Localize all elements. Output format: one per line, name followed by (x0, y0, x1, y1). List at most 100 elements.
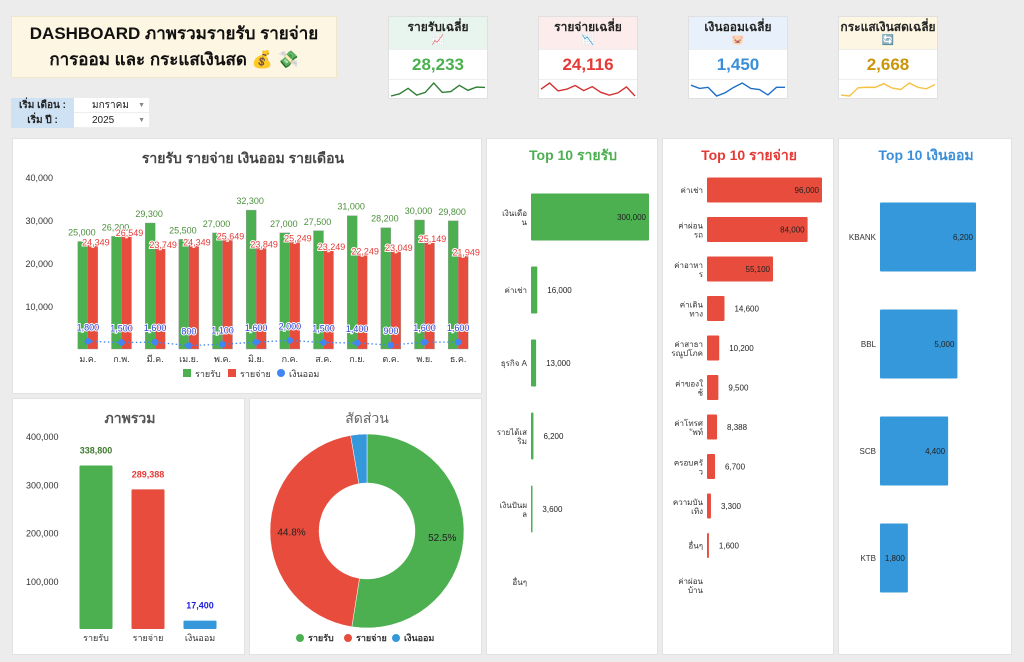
top10-bar (531, 266, 538, 314)
sparkline (840, 82, 936, 97)
expense-data-label: 23,249 (318, 242, 346, 252)
filter-start-month: เริ่ม เดือน : มกราคม ▼ (11, 98, 149, 113)
expense-data-label: 23,749 (149, 240, 177, 250)
x-tick-label: ส.ค. (315, 354, 332, 364)
month-value: มกราคม (92, 100, 129, 111)
category-label: ช้ (698, 389, 704, 398)
top10-bar (707, 256, 774, 282)
sparkline-line (690, 82, 785, 97)
top10-data-label: 13,000 (546, 359, 571, 368)
top-savings-chart: Top 10 เงินออม KBANK 6,200 BBL 5,000 SCB 4,40… (849, 147, 976, 593)
chart-title: Top 10 รายจ่าย (701, 147, 797, 163)
legend-label: รายรับ (195, 369, 221, 379)
savings-data-label: 1,600 (413, 323, 436, 333)
x-tick-label: รายจ่าย (133, 633, 164, 643)
top10-data-label: 96,000 (795, 186, 820, 195)
expense-data-label: 23,849 (250, 239, 278, 249)
top10-data-label: 84,000 (780, 226, 805, 235)
expense-bar (356, 253, 368, 350)
kpi-avg-income: รายรับเฉลี่ย 📈 28,233 (388, 16, 488, 99)
sparkline-line (390, 81, 486, 97)
top10-bar (707, 454, 716, 479)
category-label: อื่นๆ (512, 576, 527, 587)
income-data-label: 29,300 (135, 209, 163, 219)
category-label: KBANK (849, 233, 877, 242)
category-label: ัพท์ (689, 427, 703, 437)
overview-data-label: 289,388 (132, 469, 165, 479)
chart-down-icon: 📉 (581, 35, 595, 46)
chart-title: รายรับ รายจ่าย เงินออม รายเดือน (142, 150, 345, 166)
category-label: KTB (860, 554, 876, 563)
kpi-head: รายรับเฉลี่ย 📈 (389, 17, 487, 50)
top-income-panel: Top 10 รายรับ เงินเดือน 300,000 ค่าเช่า 16,… (486, 138, 658, 655)
expense-bar (424, 240, 435, 350)
chevron-down-icon[interactable]: ▼ (138, 117, 145, 124)
expense-data-label: 26,549 (116, 228, 144, 238)
income-bar (279, 232, 291, 350)
top-income-chart: Top 10 รายรับ เงินเดือน 300,000 ค่าเช่า 16,… (497, 147, 649, 587)
savings-point (353, 339, 361, 347)
x-tick-label: รายรับ (83, 633, 109, 643)
overview-bar (183, 620, 217, 629)
expense-bar (323, 248, 334, 350)
kpi-title: รายจ่ายเฉลี่ย (554, 20, 622, 34)
sparkline-line (840, 82, 936, 97)
expense-bar (222, 238, 233, 350)
income-data-label: 26,200 (102, 222, 130, 232)
kpi-avg-savings: เงินออมเฉลี่ย 🐷 1,450 (688, 16, 788, 99)
category-label: ค่าผ่อน (678, 222, 703, 231)
top10-bar (531, 485, 533, 533)
year-dropdown[interactable]: 2025 ▼ (74, 113, 149, 128)
chart-title: ภาพรวม (105, 410, 156, 426)
savings-point (151, 338, 159, 346)
top10-data-label: 3,600 (542, 505, 563, 514)
top-expense-chart: Top 10 รายจ่าย ค่าเช่า 96,000ค่าผ่อนรถ84,… (671, 147, 822, 595)
top10-bar (707, 375, 719, 400)
expense-data-label: 24,349 (183, 237, 211, 247)
x-tick-label: พ.ค. (214, 354, 231, 364)
x-tick-label: มี.ค. (147, 354, 164, 364)
category-label: เทิง (691, 507, 703, 516)
savings-data-label: 1,600 (447, 323, 470, 333)
expense-bar (87, 244, 99, 350)
category-label: รายได้เส (497, 428, 527, 437)
savings-data-label: 900 (383, 326, 398, 336)
y-tick-label: 400,000 (26, 432, 59, 442)
category-label: อื่นๆ (688, 540, 703, 551)
category-label: น (522, 218, 528, 227)
y-tick-label: 10,000 (25, 302, 53, 312)
top10-bar (531, 193, 649, 241)
category-label: ทาง (689, 310, 703, 319)
top10-bar (707, 493, 711, 519)
month-dropdown[interactable]: มกราคม ▼ (74, 98, 149, 113)
legend-label: รายจ่าย (240, 369, 271, 379)
top10-bar (707, 335, 720, 361)
monthly-chart: รายรับ รายจ่าย เงินออม รายเดือน 10,000 20… (25, 150, 480, 379)
top10-bar (707, 533, 709, 558)
category-label: ริม (517, 437, 527, 446)
chevron-down-icon[interactable]: ▼ (138, 102, 145, 109)
legend-swatch (296, 634, 304, 642)
pie-slice (269, 435, 360, 628)
top10-bar (880, 416, 949, 486)
savings-point (252, 338, 260, 346)
expense-bar (188, 244, 200, 350)
overview-data-label: 338,800 (80, 446, 113, 456)
savings-data-label: 1,400 (346, 324, 369, 334)
overview-data-label: 17,400 (186, 601, 214, 611)
savings-data-label: 1,800 (77, 322, 100, 332)
top10-data-label: 6,200 (543, 432, 564, 441)
dashboard-title: DASHBOARD ภาพรวมรายรับ รายจ่าย การออม แล… (11, 16, 337, 78)
pie-data-label: 52.5% (428, 533, 456, 544)
pie-slice (351, 433, 465, 629)
top10-data-label: 55,100 (746, 265, 771, 274)
expense-bar (255, 246, 267, 350)
sparkline (390, 81, 486, 97)
legend-label: รายจ่าย (356, 633, 387, 643)
overview-bar (131, 489, 165, 629)
refresh-icon: 🔄 (881, 35, 895, 46)
category-label: ธุรกิจ A (501, 359, 528, 368)
y-tick-label: 300,000 (26, 480, 59, 490)
y-tick-label: 100,000 (26, 577, 59, 587)
legend-swatch-expense (228, 369, 236, 377)
